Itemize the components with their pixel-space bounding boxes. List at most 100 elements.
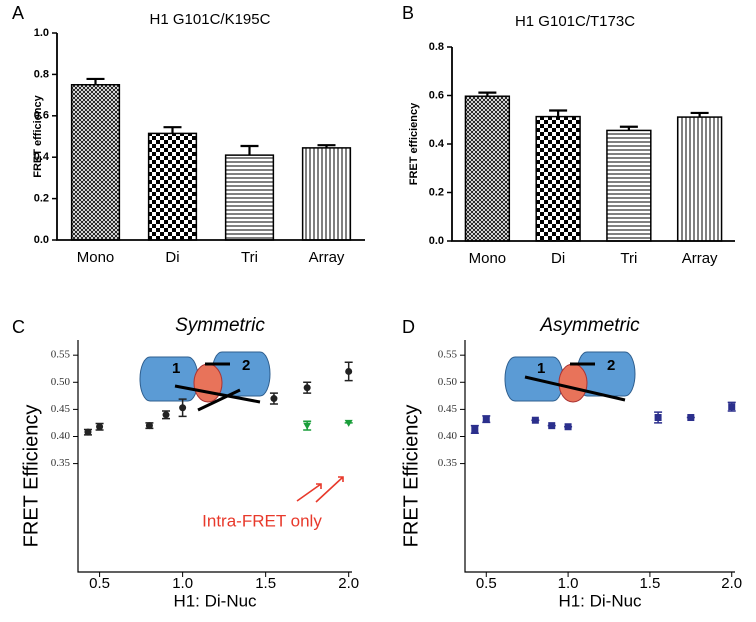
y-tick-label: 0.55	[51, 349, 71, 361]
bar	[70, 84, 121, 241]
x-tick-label: Array	[682, 250, 718, 267]
point	[162, 411, 170, 419]
y-tick-label: 0.0	[429, 235, 444, 247]
x-tick-label: Mono	[469, 250, 507, 267]
y-tick-label: 0.8	[429, 41, 444, 53]
y-tick-label: 0.4	[34, 151, 50, 163]
chart-title: H1 G101C/T173C	[515, 13, 635, 30]
y-tick-label: 0.8	[34, 68, 49, 80]
bar	[606, 129, 652, 242]
x-axis-label: H1: Di-Nuc	[173, 591, 257, 610]
x-tick-label: Array	[309, 249, 345, 266]
error-bar	[619, 125, 638, 131]
point	[482, 415, 490, 423]
point	[84, 428, 92, 436]
y-tick-label: 0.40	[51, 430, 71, 442]
linker-dna	[524, 362, 626, 402]
diagram-label: 1	[172, 360, 180, 377]
arrow	[296, 476, 344, 503]
x-tick-label: Di	[165, 249, 179, 266]
bar	[676, 116, 723, 242]
point	[687, 414, 695, 422]
error-bar	[478, 91, 497, 97]
x-tick-label: 0.5	[476, 575, 497, 592]
linker-dna	[174, 362, 261, 412]
point	[345, 367, 353, 375]
y-tick-label: 0.45	[438, 403, 458, 415]
point	[531, 416, 539, 424]
point	[179, 404, 187, 412]
point	[96, 423, 104, 431]
x-axis-label: H1: Di-Nuc	[558, 591, 642, 610]
y-tick-label: 0.6	[34, 110, 49, 122]
panel-label: D	[402, 317, 415, 337]
y-axis-label: FRET Efficiency	[400, 405, 422, 548]
diagram-label: 2	[242, 357, 250, 374]
bar	[147, 132, 198, 241]
x-tick-label: 2.0	[721, 575, 742, 592]
point	[145, 422, 153, 430]
y-tick-label: 0.35	[51, 457, 71, 469]
bar	[464, 95, 511, 242]
point	[728, 403, 736, 411]
x-tick-label: Tri	[241, 249, 258, 266]
nucleosome	[139, 356, 199, 402]
y-tick-label: 0.2	[34, 193, 49, 205]
diagram-label: 1	[537, 360, 545, 377]
x-tick-label: Di	[551, 250, 565, 267]
y-axis-label: FRET efficiency	[32, 94, 44, 177]
histone-h1	[193, 363, 223, 403]
y-tick-label: 0.4	[429, 138, 445, 150]
point	[270, 395, 278, 403]
y-tick-label: 0.40	[438, 430, 458, 442]
panel-label: C	[12, 317, 25, 337]
bar	[535, 115, 581, 242]
x-tick-label: Tri	[620, 250, 637, 267]
x-tick-label: 1.5	[639, 575, 660, 592]
y-tick-label: 0.45	[51, 403, 71, 415]
axes	[56, 33, 365, 241]
histone-h1	[558, 363, 588, 403]
x-tick-label: 0.5	[89, 575, 110, 592]
error-bar	[240, 144, 259, 156]
y-tick-label: 0.6	[429, 89, 444, 101]
note: Intra-FRET only	[202, 511, 322, 530]
point	[471, 425, 479, 433]
error-bar	[163, 126, 182, 134]
error-bar	[690, 111, 709, 118]
axes	[464, 340, 735, 573]
error-bar	[549, 109, 568, 117]
y-tick-label: 0.55	[438, 349, 458, 361]
x-tick-label: 1.5	[255, 575, 276, 592]
y-axis-label: FRET Efficiency	[20, 405, 42, 548]
panel-label: A	[12, 3, 24, 23]
annotation: Asymmetric	[539, 315, 640, 336]
x-tick-label: 1.0	[558, 575, 579, 592]
point	[303, 384, 311, 392]
y-tick-label: 0.2	[429, 186, 444, 198]
annotation: Symmetric	[175, 315, 265, 336]
bar	[301, 147, 352, 241]
chart-title: H1 G101C/K195C	[150, 11, 271, 28]
point	[564, 423, 572, 431]
y-axis-label: FRET efficiency	[408, 102, 420, 185]
y-tick-label: 0.0	[34, 234, 49, 246]
point	[654, 414, 662, 422]
error-bar	[86, 77, 105, 85]
y-tick-label: 0.35	[438, 457, 458, 469]
bar	[224, 154, 275, 241]
diagram-label: 2	[607, 357, 615, 374]
axes	[451, 47, 735, 242]
x-tick-label: 2.0	[338, 575, 359, 592]
error-bar	[317, 144, 336, 148]
axes	[77, 340, 352, 573]
y-tick-label: 0.50	[51, 376, 71, 388]
point	[303, 422, 312, 430]
x-tick-label: Mono	[77, 249, 115, 266]
point	[548, 422, 556, 430]
point	[344, 419, 353, 427]
panel-label: B	[402, 3, 414, 23]
x-tick-label: 1.0	[172, 575, 193, 592]
